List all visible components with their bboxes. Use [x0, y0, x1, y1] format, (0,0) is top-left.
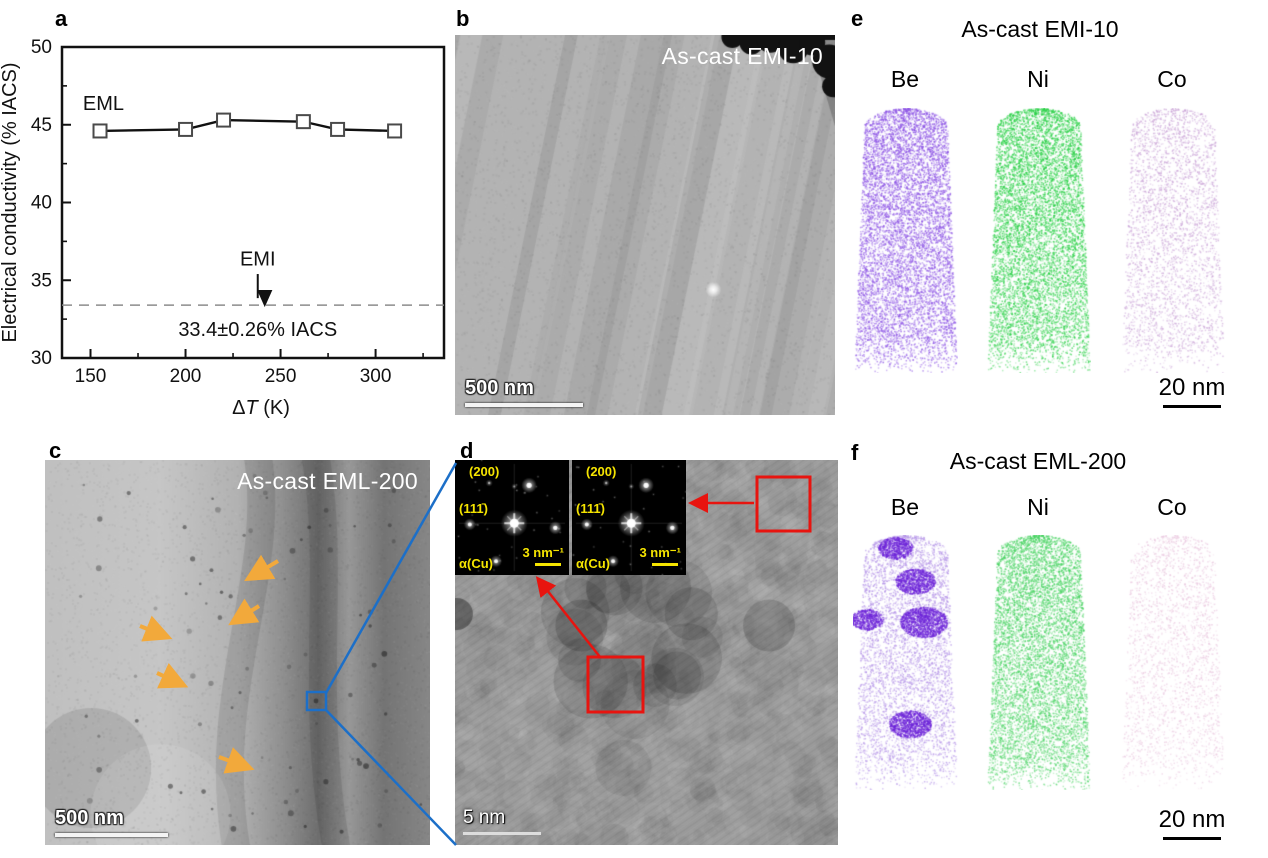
- tem-image-eml200: As-cast EML-200 500 nm: [45, 460, 430, 845]
- svg-text:30: 30: [31, 348, 52, 369]
- scale-bar-f: 20 nm: [1146, 806, 1238, 840]
- apt-title-f: As-cast EML-200: [949, 448, 1127, 474]
- panel-c-label: c: [49, 438, 62, 463]
- scale-bar-e-text: 20 nm: [1158, 374, 1226, 401]
- scale-bar-b-text: 500 nm: [465, 377, 534, 399]
- apt-map-f-be: [853, 535, 958, 790]
- svg-text:250: 250: [265, 366, 297, 387]
- svg-text:300: 300: [360, 366, 392, 387]
- fft-phase-label: α(Cu): [459, 556, 493, 571]
- scale-bar-e: 20 nm: [1146, 374, 1238, 408]
- panel-d-label: d: [460, 438, 474, 463]
- svg-text:40: 40: [31, 193, 52, 214]
- scale-bar-c-line: [55, 833, 168, 837]
- fft-inset-2: (200) (111̄) α(Cu) 3 nm⁻¹: [572, 460, 686, 575]
- hrtem-image: (200) (111̄) α(Cu) 3 nm⁻¹ (200) (111̄) α…: [455, 460, 838, 845]
- fft-scalebar-text: 3 nm⁻¹: [639, 545, 681, 560]
- conductivity-chart: 150 200 250 300 30 35 40 45 50 Electrical conduct…: [0, 37, 446, 419]
- tem-emi10-canvas: [455, 35, 835, 415]
- panel-f-label: f: [851, 440, 859, 465]
- apt-map-e-be: [853, 108, 958, 373]
- svg-text:50: 50: [31, 37, 52, 58]
- scale-bar-d: 5 nm: [463, 807, 541, 835]
- fft-scalebar-text: 3 nm⁻¹: [522, 545, 564, 560]
- scale-bar-f-text: 20 nm: [1158, 806, 1226, 833]
- scale-bar-c: 500 nm: [55, 807, 168, 837]
- element-label-f-ni: Ni: [1027, 494, 1049, 520]
- fft-scalebar-line: [652, 563, 678, 566]
- svg-text:33.4±0.26% IACS: 33.4±0.26% IACS: [178, 319, 337, 341]
- svg-text:ΔT (K): ΔT (K): [232, 397, 290, 419]
- scale-bar-b: 500 nm: [465, 377, 583, 407]
- scale-bar-d-text: 5 nm: [463, 807, 506, 828]
- fft-200-label: (200): [586, 464, 617, 479]
- svg-text:45: 45: [31, 115, 52, 136]
- element-label-f-co: Co: [1157, 494, 1187, 520]
- svg-text:EMI: EMI: [240, 248, 276, 270]
- fft-pattern-canvas: [572, 460, 686, 575]
- apt-map-e-ni: [986, 108, 1091, 373]
- fft-111-label: (111̄): [459, 501, 488, 516]
- svg-text:EML: EML: [83, 93, 124, 115]
- apt-map-f-ni: [986, 535, 1091, 790]
- panel-b-label: b: [456, 6, 470, 31]
- fft-phase-label: α(Cu): [576, 556, 610, 571]
- fft-pattern-canvas: [455, 460, 569, 575]
- apt-map-e-co: [1120, 108, 1225, 373]
- tem-eml200-label: As-cast EML-200: [237, 468, 418, 494]
- apt-title-e: As-cast EMI-10: [961, 16, 1119, 42]
- scale-bar-b-line: [465, 403, 583, 407]
- fft-inset-1: (200) (111̄) α(Cu) 3 nm⁻¹: [455, 460, 569, 575]
- panel-e-label: e: [851, 6, 864, 31]
- scale-bar-c-text: 500 nm: [55, 807, 124, 829]
- panel-a-label: a: [55, 6, 68, 31]
- svg-text:200: 200: [170, 366, 202, 387]
- svg-text:35: 35: [31, 270, 52, 291]
- fft-200-label: (200): [469, 464, 500, 479]
- tem-eml200-canvas: [45, 460, 430, 845]
- scale-bar-e-line: [1163, 405, 1221, 408]
- scale-bar-f-line: [1163, 837, 1221, 840]
- element-label-e-co: Co: [1157, 66, 1187, 92]
- svg-text:150: 150: [75, 366, 107, 387]
- svg-text:Electrical conductivity (% IAC: Electrical conductivity (% IACS): [0, 62, 21, 342]
- fft-111-label: (111̄): [576, 501, 605, 516]
- tem-emi10-label: As-cast EMI-10: [661, 43, 823, 69]
- fft-scalebar-line: [535, 563, 561, 566]
- apt-map-f-co: [1120, 535, 1225, 790]
- element-label-e-be: Be: [890, 66, 920, 92]
- tem-image-emi10: As-cast EMI-10 500 nm: [455, 35, 835, 415]
- element-label-e-ni: Ni: [1027, 66, 1049, 92]
- scale-bar-d-line: [463, 832, 541, 835]
- element-label-f-be: Be: [890, 494, 920, 520]
